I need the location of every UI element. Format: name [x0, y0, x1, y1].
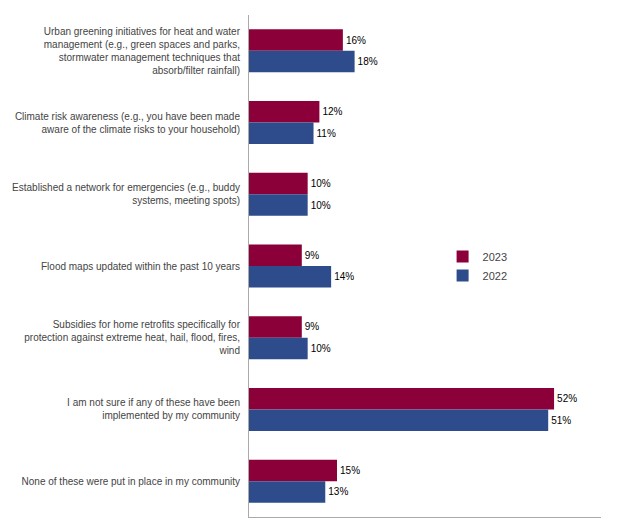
svg-text:15%: 15% — [340, 465, 360, 476]
svg-text:Climate risk awareness (e.g.,: Climate risk awareness (e.g., you have b… — [15, 111, 241, 135]
svg-text:52%: 52% — [557, 393, 577, 404]
svg-text:Flood maps updated within the: Flood maps updated within the past 10 ye… — [41, 261, 240, 272]
svg-text:None of these were put in plac: None of these were put in place in my co… — [22, 476, 240, 487]
svg-text:2022: 2022 — [483, 270, 507, 282]
svg-text:Urban greening initiatives for: Urban greening initiatives for heat and … — [44, 26, 241, 76]
svg-text:2023: 2023 — [483, 251, 507, 263]
svg-text:11%: 11% — [317, 128, 336, 139]
svg-text:I am not sure if any of these: I am not sure if any of these have beeni… — [67, 397, 240, 421]
svg-text:12%: 12% — [322, 106, 342, 117]
svg-text:10%: 10% — [311, 178, 331, 189]
svg-text:18%: 18% — [358, 56, 378, 67]
svg-text:10%: 10% — [311, 200, 331, 211]
svg-text:Established a network for emer: Established a network for emergencies (e… — [12, 182, 240, 206]
svg-text:16%: 16% — [346, 35, 366, 46]
svg-text:13%: 13% — [328, 486, 348, 497]
svg-text:Subsidies for home retrofits s: Subsidies for home retrofits specificall… — [24, 319, 240, 356]
svg-text:51%: 51% — [551, 415, 571, 426]
svg-text:9%: 9% — [305, 250, 320, 261]
svg-text:14%: 14% — [334, 271, 354, 282]
svg-text:9%: 9% — [305, 321, 320, 332]
svg-text:10%: 10% — [311, 343, 331, 354]
